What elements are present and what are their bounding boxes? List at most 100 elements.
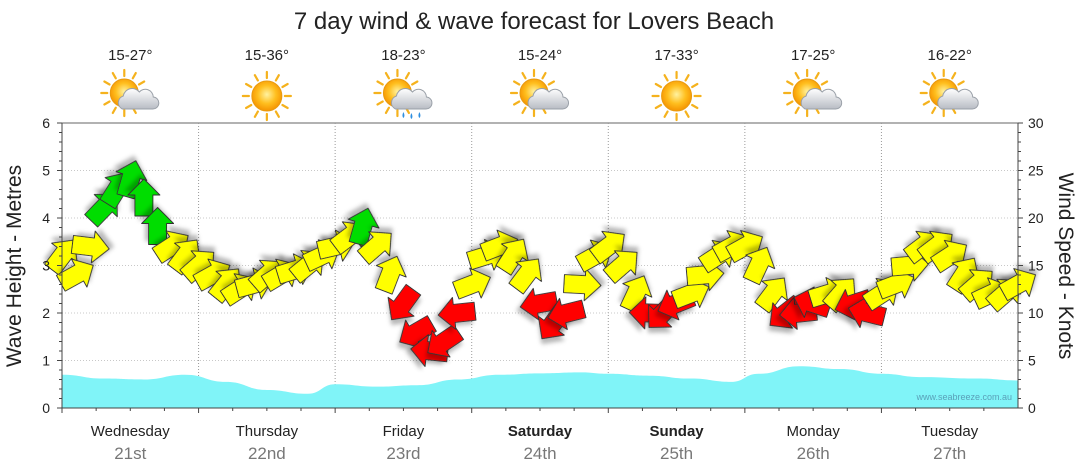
left-tick-label: 5 xyxy=(42,163,50,179)
wind-arrow xyxy=(602,250,638,284)
wind-arrow-shape xyxy=(495,238,529,276)
rain-drop xyxy=(418,112,421,118)
sun-ray xyxy=(547,80,556,86)
partly-cloudy-icon xyxy=(100,68,160,118)
sun-ray xyxy=(814,71,820,80)
wind-arrow-shape xyxy=(347,207,380,247)
wind-arrows xyxy=(44,160,1036,367)
cloud-shape xyxy=(937,88,979,110)
wind-arrow-shape xyxy=(602,250,638,284)
wave-height-area xyxy=(62,366,1018,408)
sun-ray xyxy=(384,106,391,115)
wind-arrow xyxy=(374,255,407,295)
wind-arrow xyxy=(495,238,529,276)
sun-disc xyxy=(661,80,693,112)
day-temperature: 17-25° xyxy=(791,47,835,64)
wind-arrow xyxy=(619,275,653,314)
cloud-shape xyxy=(390,88,433,110)
sun-ray xyxy=(654,82,663,89)
chart-title: 7 day wind & wave forecast for Lovers Be… xyxy=(294,8,774,35)
sun-ray xyxy=(794,71,800,80)
wind-arrow-shape xyxy=(374,255,407,295)
sun-ray xyxy=(820,80,829,86)
day-name-label: Wednesday xyxy=(91,423,170,440)
rain-drop xyxy=(410,113,413,119)
day-temperature: 15-24° xyxy=(518,47,562,64)
wind-arrow xyxy=(452,267,491,300)
sun-ray xyxy=(684,110,690,118)
wind-arrow-shape xyxy=(387,284,422,321)
wind-arrow xyxy=(347,207,380,247)
wave-area-fill xyxy=(62,366,1018,408)
sun-ray xyxy=(786,80,794,86)
sun-ray xyxy=(512,80,521,86)
sun-ray xyxy=(654,103,663,110)
wind-arrow-shape xyxy=(437,297,477,330)
sunny-icon xyxy=(241,70,292,122)
cloud-shape xyxy=(800,88,843,110)
sun-ray xyxy=(512,100,521,106)
wind-arrow xyxy=(437,297,477,330)
wind-arrow-shape xyxy=(356,231,392,265)
wind-arrow-shape xyxy=(70,230,110,264)
sun-ray xyxy=(922,100,931,106)
sun-ray xyxy=(541,71,547,80)
right-tick-label: 0 xyxy=(1028,400,1036,416)
sun-ray xyxy=(957,80,965,86)
wind-arrow-shape xyxy=(56,258,94,292)
sun-ray xyxy=(274,110,280,118)
day-date-label: 21st xyxy=(114,444,146,463)
cloud-shape xyxy=(527,88,569,110)
day-date-label: 26th xyxy=(797,444,830,463)
sun-ray xyxy=(931,71,937,80)
sun-ray xyxy=(103,100,111,106)
sun-ray xyxy=(111,106,117,115)
left-tick-label: 0 xyxy=(42,400,50,416)
wind-arrow xyxy=(998,268,1036,302)
day-temperature: 18-23° xyxy=(381,47,425,64)
cloud-body xyxy=(937,88,979,110)
partly-cloudy-icon xyxy=(783,68,843,118)
right-tick-label: 5 xyxy=(1028,353,1036,369)
day-date-label: 22nd xyxy=(248,444,286,463)
daily-header-row: 15-27° 15-36° 18-23° 15-24° 17-33° 17-25° 16-2… xyxy=(100,47,979,122)
wind-arrow-shape xyxy=(508,258,542,295)
sun-ray xyxy=(684,74,690,82)
wind-arrow-shape xyxy=(754,277,788,314)
wind-arrow xyxy=(141,207,175,245)
rain-drop xyxy=(402,112,405,118)
wind-arrow xyxy=(356,231,392,265)
sunny-icon xyxy=(651,70,702,122)
sun-ray xyxy=(794,106,800,115)
wind-arrow-shape xyxy=(115,160,148,200)
wind-arrow-shape xyxy=(742,246,776,286)
wind-arrow xyxy=(387,284,422,321)
left-tick-label: 1 xyxy=(42,353,50,369)
sun-ray xyxy=(931,106,937,115)
left-tick-label: 6 xyxy=(42,115,50,131)
day-date-label: 25th xyxy=(660,444,693,463)
wind-arrow-shape xyxy=(619,275,653,314)
sun-ray xyxy=(244,82,253,89)
cloud-shape xyxy=(117,88,160,110)
partly-cloudy-icon xyxy=(509,68,569,118)
sun-ray xyxy=(404,71,411,80)
right-tick-label: 10 xyxy=(1028,305,1044,321)
wind-arrow xyxy=(127,178,161,217)
watermark: www.seabreeze.com.au xyxy=(915,392,1012,402)
day-name-label: Sunday xyxy=(649,423,704,440)
wind-arrow-shape xyxy=(127,178,161,217)
cloud-body xyxy=(527,88,569,110)
wind-arrow-shape xyxy=(998,268,1036,302)
wind-arrow xyxy=(742,246,776,286)
sun-ray xyxy=(922,80,931,86)
day-name-label: Saturday xyxy=(508,423,573,440)
wind-arrow xyxy=(547,297,587,330)
sun-ray xyxy=(521,106,527,115)
sun-ray xyxy=(411,80,419,86)
sun-ray xyxy=(691,103,699,110)
sun-ray xyxy=(951,71,957,80)
day-temperature: 16-22° xyxy=(928,47,972,64)
wind-arrow-shape xyxy=(452,267,491,300)
sun-ray xyxy=(244,103,253,110)
